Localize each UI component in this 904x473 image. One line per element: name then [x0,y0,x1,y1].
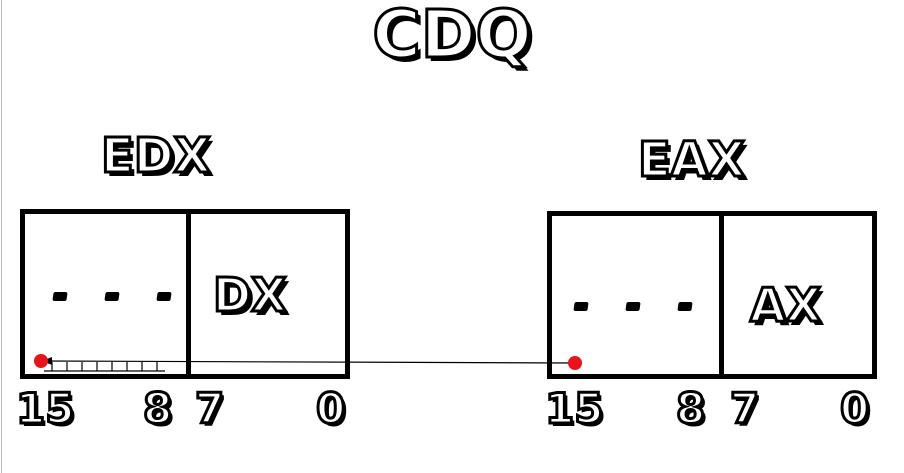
left-edge-rule [1,0,2,473]
edx-red-dot-icon [34,354,48,368]
eax-register-box: AX [547,211,877,379]
edx-label: EDX [100,128,213,184]
edx-bit-0: 0 [314,384,346,433]
edx-bit-8: 8 [141,384,173,433]
edx-bit-7: 7 [193,384,225,433]
sign-bit-arrow-line [43,360,576,364]
edx-bit-15: 15 [14,384,75,433]
eax-label: EAX [637,132,747,188]
eax-bit-7: 7 [728,384,760,433]
page-title: CDQ [371,0,533,73]
eax-red-dot-icon [568,356,582,370]
edx-register-box: DX [20,209,350,379]
edx-divider [186,214,191,374]
eax-bit-15: 15 [543,384,604,433]
eax-bit-0: 0 [838,384,870,433]
eax-bit-8: 8 [674,384,706,433]
eax-divider [719,216,724,374]
ax-label: AX [748,278,822,332]
edx-fill-ticks [44,362,165,372]
dx-label: DX [212,268,289,322]
